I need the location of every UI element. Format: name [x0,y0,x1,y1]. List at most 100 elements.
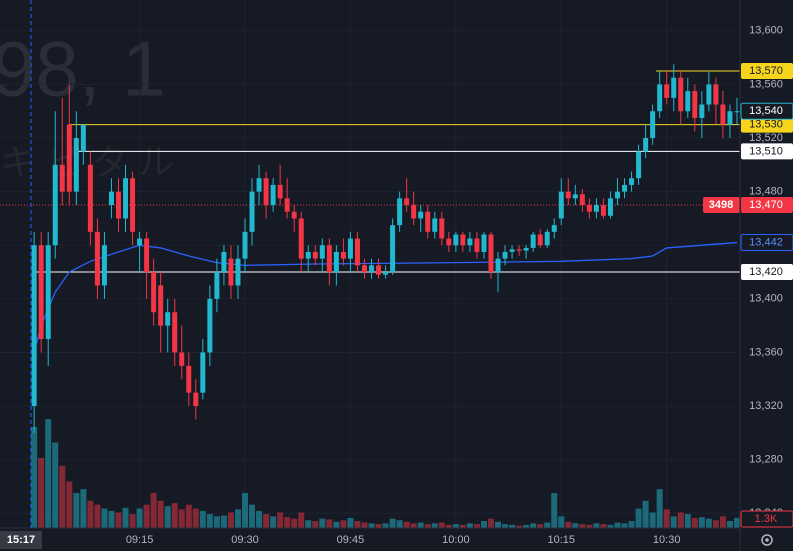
candle-body [73,138,79,192]
candle-body [572,194,578,199]
volume-bar [431,523,438,528]
candle-body [151,272,157,313]
volume-bar [249,504,256,528]
candle-body [565,191,571,199]
volume-bar [361,522,368,528]
candle-body [256,178,262,192]
volume-bar [340,520,347,528]
level-tag [741,264,793,281]
level-label: 13,530 [749,119,783,131]
candle-body [87,164,93,232]
candle-body [551,225,557,232]
volume-bar [94,504,101,528]
candle-body [614,191,620,199]
volume-bar [473,524,480,528]
volume-bar [565,521,572,528]
candle-body [347,238,353,259]
volume-bar [600,524,607,528]
volume-bar [607,524,614,528]
candle-body [207,298,213,353]
volume-bar [403,521,410,528]
y-tick-label: 13,560 [749,78,783,90]
candle-body [622,184,628,192]
volume-bar [234,509,241,528]
candle-body [214,272,220,299]
volume-bar [73,493,80,528]
candle-body [101,245,107,286]
volume-bar [220,515,227,528]
volume-bar [66,481,73,528]
volume-bar [544,522,551,528]
volume-bar [192,508,199,528]
volume-bar [291,518,298,528]
candle-body [263,178,269,206]
candle-body [179,352,185,366]
candle-body [45,245,51,340]
volume-bar [516,525,523,528]
volume-bar [347,517,354,528]
volume-bar [87,500,94,528]
candle-body [593,205,599,212]
volume-bar [698,517,705,528]
y-tick-label: 13,600 [749,25,783,37]
candle-body [699,104,705,118]
volume-bar [108,510,115,528]
candle-body [432,218,438,232]
candle-body [59,164,65,192]
candle-body [664,84,670,98]
volume-bar [438,522,445,528]
volume-bar [213,516,220,528]
volume-bar [333,521,340,528]
volume-bar [164,506,171,528]
volume-bar [719,516,726,528]
volume-bar [396,520,403,528]
volume-bar [270,516,277,528]
candle-body [158,285,164,326]
volume-bar [663,509,670,528]
volume-bar [227,512,234,528]
candle-body [298,218,304,259]
volume-bar [80,489,87,528]
volume-bar [733,517,740,528]
candle-body [186,365,192,393]
candle-body [586,205,592,212]
candle-body [600,205,606,216]
candle-body [221,251,227,273]
watermark: 98, 1 [0,25,165,113]
volume-bar [705,518,712,528]
y-tick-label: 13,400 [749,293,783,305]
volume-bar [551,493,558,528]
volume-bar [621,523,628,528]
volume-bar [143,504,150,528]
volume-bar [726,521,733,528]
volume-bar [129,514,136,528]
candle-body [291,211,297,219]
x-tick-label: 09:30 [231,534,259,546]
volume-bar [178,509,185,528]
volume-bar [52,442,59,528]
candle-body [643,138,649,152]
volume-bar [326,519,333,528]
volume-bar [368,523,375,528]
volume-bar [171,503,178,528]
candle-body [312,251,318,259]
volume-bar [115,512,122,528]
volume-tag [740,510,793,528]
candle-body [130,178,136,232]
candle-body [305,251,311,259]
y-tick-label: 13,360 [749,346,783,358]
volume-bar [558,516,565,528]
level-label: 13,570 [749,65,783,77]
volume-bar [242,493,249,528]
volume-bar [614,522,621,528]
candle-body [629,178,635,185]
volume-bar [38,458,45,528]
level-tag [741,116,793,133]
x-tick-label: 10:00 [442,534,470,546]
settings-icon[interactable] [761,534,773,546]
candle-body [685,91,691,112]
candle-body [706,84,712,105]
volume-bar [417,522,424,528]
candle-body [607,198,613,216]
volume-bar [509,524,516,528]
